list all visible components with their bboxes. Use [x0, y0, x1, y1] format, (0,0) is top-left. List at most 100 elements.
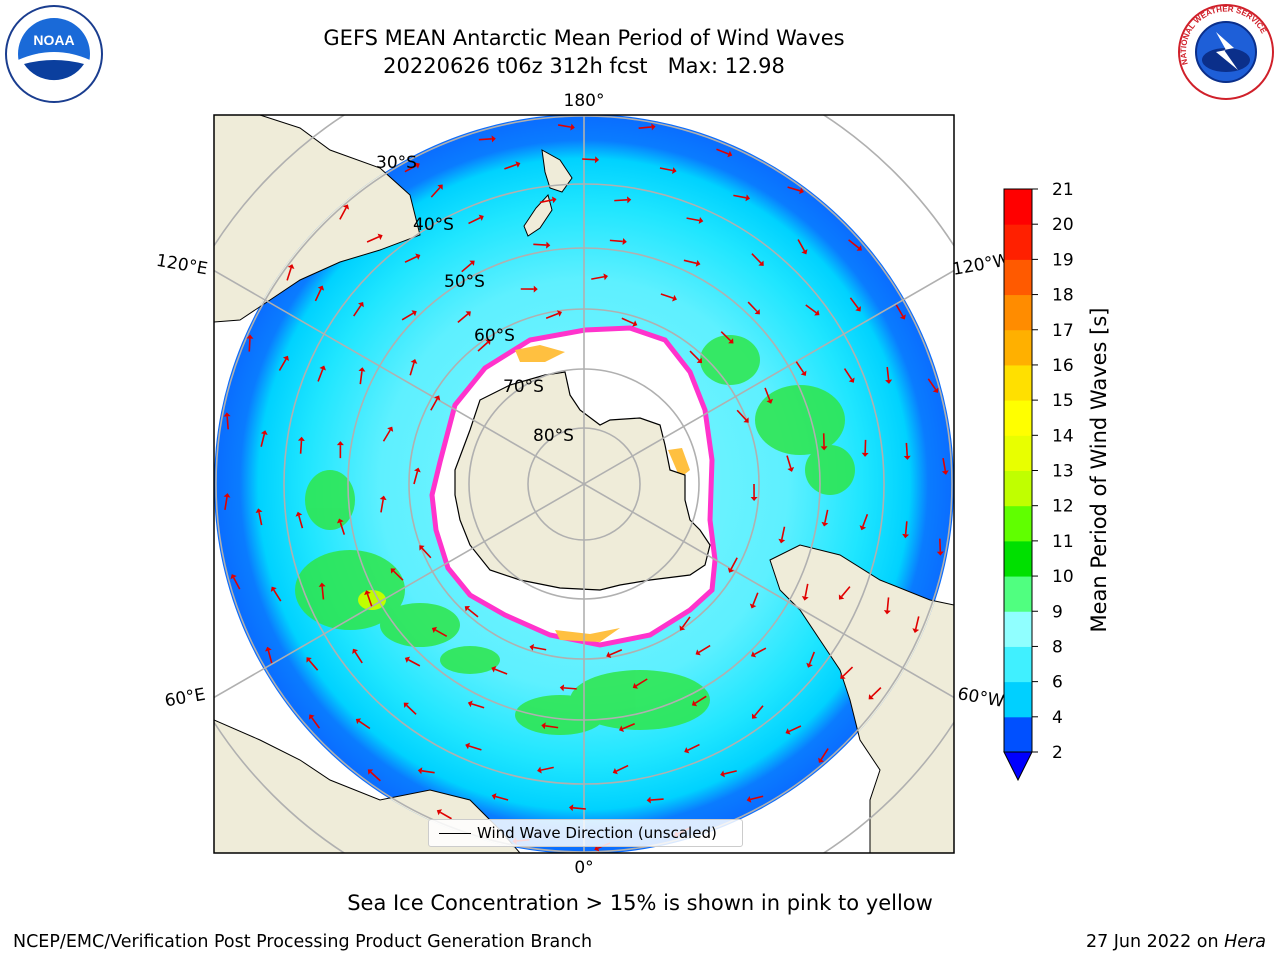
wave-arrow-head: [556, 310, 562, 317]
wave-arrow-shaft: [504, 163, 517, 170]
lon-label-60e: 60°E: [163, 685, 207, 712]
wave-arrow-head: [319, 365, 327, 371]
wave-arrow-head: [469, 260, 475, 266]
wave-arrow-head: [754, 309, 760, 315]
wave-arrow-head: [223, 493, 231, 498]
colorbar-segment: [1004, 576, 1032, 612]
wave-arrow-shaft: [421, 769, 435, 774]
wave-arrow-shaft: [842, 666, 854, 677]
wave-arrow-shaft: [720, 331, 732, 342]
colorbar-tick-label: 13: [1052, 462, 1074, 482]
wave-arrow-head: [799, 187, 804, 195]
wave-arrow-head: [411, 310, 417, 317]
wave-arrow-head: [814, 309, 820, 316]
wave-arrow-shaft: [681, 616, 691, 628]
wave-arrow-head: [568, 804, 574, 812]
lon-label-60w: 60°W: [956, 684, 1006, 712]
wave-arrow-head: [603, 273, 608, 281]
wave-arrow-shaft: [848, 239, 860, 249]
wave-arrow-shaft: [430, 398, 438, 411]
wave-arrow-head: [541, 722, 546, 730]
lon-label-120e: 120°E: [155, 251, 209, 280]
wave-arrow-head: [696, 357, 703, 364]
wave-arrow-shaft: [468, 217, 481, 225]
colorbar-segment: [1004, 681, 1032, 718]
wave-arrow-head: [727, 150, 733, 158]
wave-arrow-head: [358, 367, 366, 372]
wave-arrow-shaft: [461, 262, 473, 273]
nws-logo-icon: NATIONAL WEATHER SERVICE: [1178, 4, 1274, 100]
colorbar-tick-label: 9: [1052, 602, 1063, 622]
wave-arrow-head: [695, 649, 701, 656]
colorbar-tick-label: 20: [1052, 215, 1074, 235]
colorbar-tick-label: 18: [1052, 286, 1074, 306]
wave-arrow-shaft: [408, 659, 421, 667]
wave-arrow-shaft: [494, 668, 508, 675]
wave-arrow-head: [746, 796, 752, 803]
wave-arrow-shaft: [471, 703, 485, 709]
wave-arrow-head: [364, 590, 371, 596]
colorbar-segment: [1004, 435, 1032, 471]
wave-arrow-head: [883, 610, 891, 615]
wave-arrow-shaft: [539, 199, 553, 204]
colorbar-tick-label: 15: [1052, 391, 1074, 411]
wave-arrow-shaft: [401, 312, 414, 321]
wave-arrow-head: [318, 582, 326, 587]
wave-arrow-head: [848, 377, 855, 383]
wave-arrow-shaft: [694, 695, 707, 704]
wave-arrow-head: [419, 545, 425, 551]
wave-arrow-shaft: [314, 288, 322, 302]
wave-arrow-shaft: [781, 526, 786, 540]
colorbar-segment: [1004, 505, 1032, 542]
date-stamp: 27 Jun 2022 on Hera: [1086, 932, 1266, 952]
wave-arrow-head: [787, 467, 795, 472]
wave-arrow-shaft: [366, 236, 380, 243]
wave-arrow-shaft: [226, 416, 229, 430]
wave-arrow-head: [821, 521, 829, 527]
wave-arrow-head: [720, 770, 725, 778]
wave-arrow-head: [403, 702, 410, 708]
page-title: GEFS MEAN Antarctic Mean Period of Wind …: [323, 26, 845, 50]
sea-ice-note: Sea Ice Concentration > 15% is shown in …: [347, 891, 933, 915]
wave-arrow-head: [885, 379, 893, 384]
wave-arrow-shaft: [736, 409, 747, 421]
wave-arrow-shaft: [533, 243, 547, 246]
wave-arrow-shaft: [747, 301, 758, 313]
wave-arrow-head: [255, 508, 263, 514]
wave-arrow-head: [478, 214, 484, 221]
colorbar-tick-label: 16: [1052, 356, 1074, 376]
colorbar-segment: [1004, 294, 1032, 331]
wave-arrow-head: [436, 809, 443, 816]
wave-arrow-shaft: [895, 304, 904, 317]
wave-arrow-head: [529, 643, 535, 651]
wave-arrow-shaft: [650, 798, 664, 801]
wave-arrow-shaft: [754, 705, 764, 717]
lat-label-30s: 30°S: [376, 153, 417, 173]
date-stamp-text: 27 Jun 2022 on: [1085, 932, 1225, 952]
lat-label-70s: 70°S: [503, 377, 544, 397]
wave-arrow-head: [297, 436, 305, 441]
legend-line-swatch: [439, 833, 471, 834]
wave-arrow-shaft: [421, 547, 432, 559]
colorbar-tick-label: 17: [1052, 321, 1074, 341]
lon-label-120w: 120°W: [951, 250, 1012, 280]
wave-arrow-head: [417, 767, 423, 775]
wave-arrow-head: [465, 311, 471, 317]
lon-label-0: 0°: [574, 858, 593, 878]
wave-arrow-head: [903, 455, 911, 460]
wave-arrow-shaft: [904, 521, 908, 535]
wave-arrow-head: [727, 567, 735, 573]
wave-arrow-head: [856, 245, 862, 251]
wave-arrow-shaft: [733, 194, 747, 199]
colorbar-segment: [1004, 716, 1032, 753]
colorbar-tick-label: 10: [1052, 567, 1074, 587]
wave-arrow-shaft: [638, 126, 652, 129]
wave-arrow-shaft: [308, 659, 319, 671]
wave-arrow-head: [632, 682, 639, 689]
wave-arrow-shaft: [905, 442, 909, 456]
wave-arrow-head: [306, 657, 312, 663]
wave-arrow-head: [594, 844, 600, 852]
wave-arrow-head: [367, 769, 374, 775]
